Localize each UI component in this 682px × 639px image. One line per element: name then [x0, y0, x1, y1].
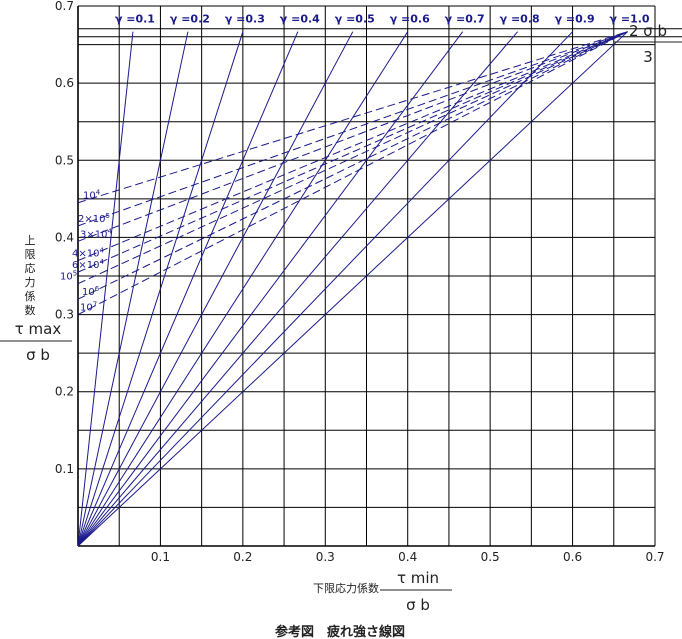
ratio-label: γ =0.1: [115, 13, 155, 26]
ratio-label: γ =1.0: [610, 13, 650, 26]
ratio-line: [77, 31, 354, 547]
ratio-label: γ =0.3: [225, 13, 265, 26]
ratio-label: γ =0.5: [335, 13, 375, 26]
cycle-line: [77, 31, 628, 300]
ratio-line: [77, 31, 573, 547]
y-tick-label: 0.7: [55, 0, 74, 13]
x-tick-label: 0.1: [151, 550, 170, 564]
ratio-label: γ =0.7: [445, 13, 485, 26]
x-fraction-numerator: τ min: [397, 569, 439, 587]
cycle-label: 104: [83, 189, 101, 202]
ratio-label: γ =0.9: [555, 13, 595, 26]
y-axis-label-char-4: 係: [25, 290, 36, 303]
cycle-label: 4×104: [72, 247, 104, 260]
y-fraction-denominator: σ b: [26, 346, 50, 364]
y-axis-label-char-5: 数: [25, 304, 36, 317]
ratio-lines: [77, 31, 628, 547]
ratio-line: [77, 31, 519, 547]
y-axis-label-char-2: 応: [25, 261, 36, 275]
y-axis-label-char-3: 力: [25, 276, 36, 289]
apex-numerator: 2 σ b: [629, 22, 667, 40]
y-tick-label: 0.3: [55, 308, 74, 322]
ratio-line: [77, 31, 464, 547]
cycle-label: 3×104: [80, 227, 112, 240]
ratio-line: [77, 31, 244, 547]
y-fraction-numerator: τ max: [15, 320, 62, 338]
y-axis-label-char-0: 上: [25, 234, 36, 247]
x-tick-label: 0.3: [316, 550, 335, 564]
cycle-line: [77, 31, 628, 227]
y-tick-label: 0.5: [55, 153, 74, 167]
ratio-labels: γ =0.1 γ =0.2 γ =0.3 γ =0.4 γ =0.5 γ =0.6 γ =0…: [115, 13, 650, 26]
y-tick-label: 0.6: [55, 76, 74, 90]
ratio-label: γ =0.6: [390, 13, 430, 26]
y-tick-labels: 0.1 0.2 0.3 0.4 0.5 0.6 0.7: [55, 0, 74, 476]
y-axis-label: 上 限 応 力 係 数 τ max σ b: [0, 234, 72, 364]
cycle-line: [77, 31, 628, 242]
x-tick-label: 0.5: [481, 550, 500, 564]
cycle-line: [77, 31, 628, 316]
cycle-label: 2×105: [78, 212, 110, 225]
grid: [77, 5, 682, 547]
y-tick-label: 0.1: [55, 462, 74, 476]
x-tick-labels: 0.1 0.2 0.3 0.4 0.5 0.6 0.7: [151, 550, 665, 564]
cycle-label: 106: [82, 285, 100, 298]
ratio-label: γ =0.2: [170, 13, 210, 26]
ratio-label: γ =0.4: [280, 13, 320, 26]
x-tick-label: 0.6: [563, 550, 582, 564]
ratio-label: γ =0.8: [500, 13, 540, 26]
x-fraction-denominator: σ b: [406, 596, 430, 614]
x-axis-label-text: 下限応力係数: [313, 581, 379, 595]
x-axis-label: 下限応力係数 τ min σ b: [313, 569, 452, 614]
cycle-lines: [77, 31, 628, 316]
x-tick-label: 0.2: [233, 550, 252, 564]
ratio-line: [77, 31, 189, 547]
cycle-line: [77, 31, 628, 285]
ratio-line: [77, 31, 628, 547]
x-tick-label: 0.4: [398, 550, 417, 564]
chart-title: 参考図 疲れ強さ線図: [275, 624, 405, 639]
ratio-line: [77, 31, 409, 547]
cycle-label: 105: [60, 270, 77, 283]
apex-denominator: 3: [643, 48, 653, 66]
y-tick-label: 0.4: [55, 230, 74, 244]
cycle-label: 107: [80, 301, 97, 314]
x-tick-label: 0.7: [645, 550, 664, 564]
cycle-line: [77, 31, 628, 273]
ratio-line: [77, 31, 134, 547]
y-axis-label-char-1: 限: [25, 248, 36, 261]
y-tick-label: 0.2: [55, 385, 74, 399]
cycle-label: 6×104: [72, 258, 104, 271]
apex-label: 2 σ b 3: [614, 22, 682, 66]
ratio-line: [77, 31, 299, 547]
